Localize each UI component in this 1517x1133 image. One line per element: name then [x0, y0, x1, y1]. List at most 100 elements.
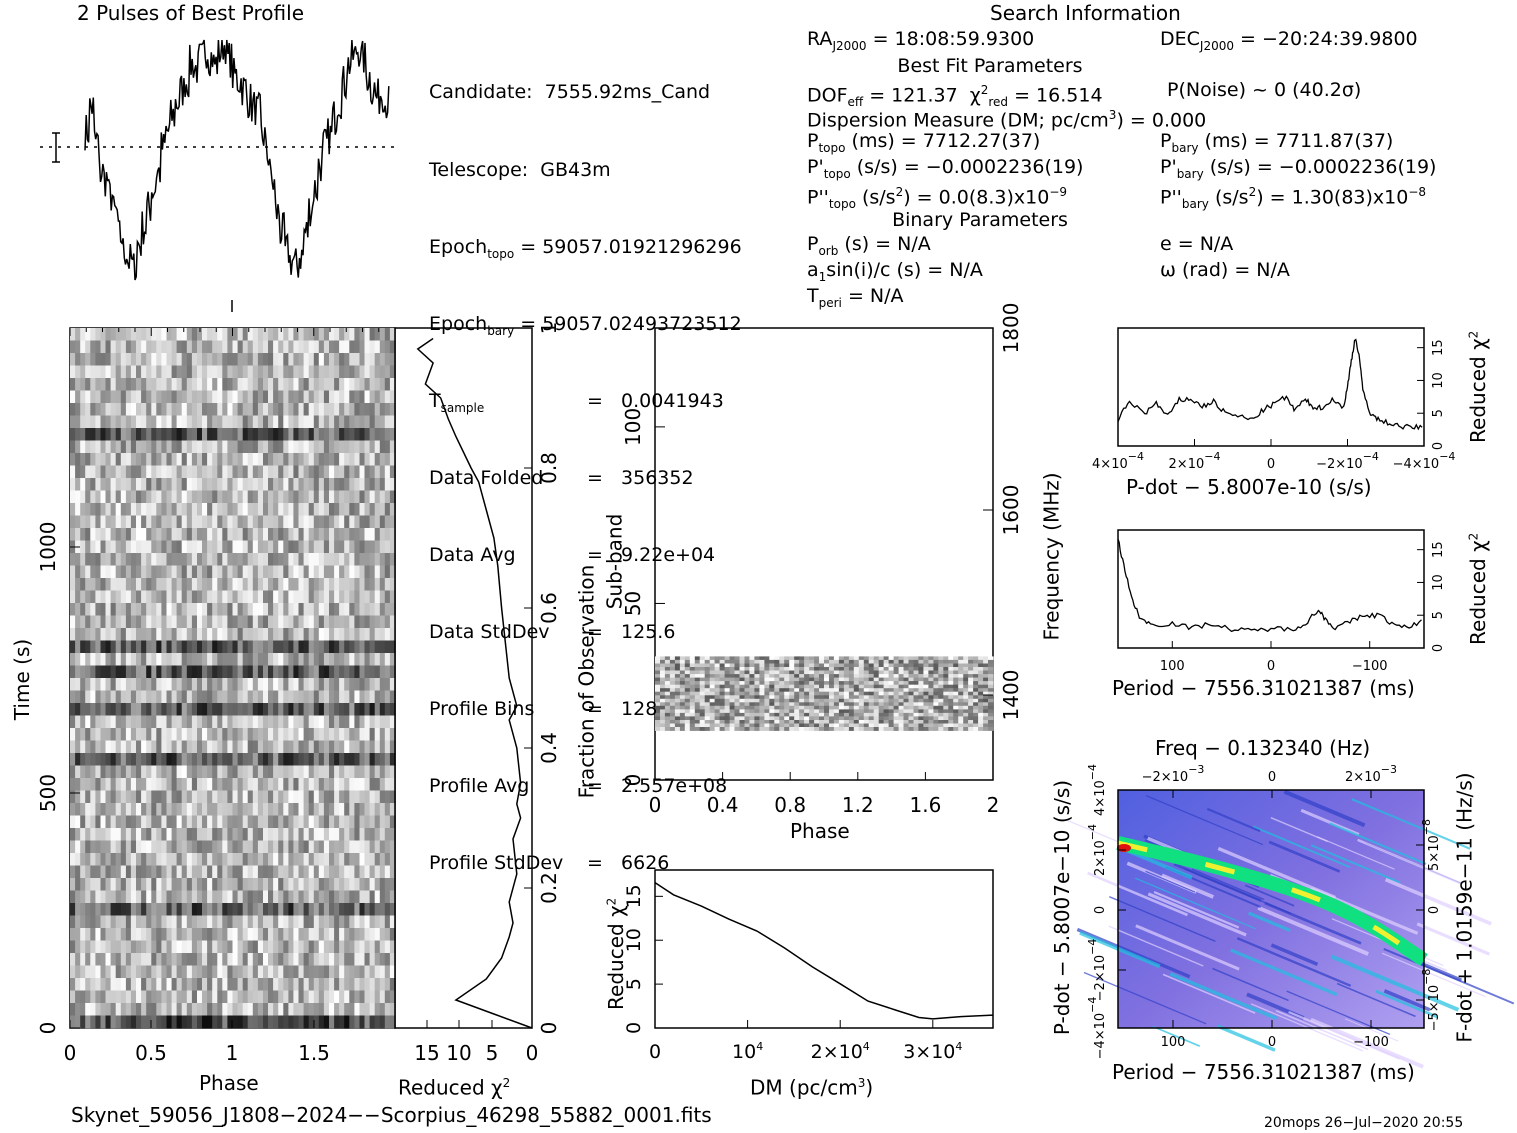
subband-cell: [694, 688, 701, 693]
subband-cell: [824, 656, 830, 661]
heatmap-cell: [70, 403, 76, 416]
heatmap-cell: [252, 340, 259, 354]
heatmap-cell: [247, 515, 254, 529]
heatmap-cell: [354, 690, 361, 704]
heatmap-cell: [100, 503, 107, 516]
heatmap-cell: [344, 628, 350, 641]
heatmap-cell: [364, 828, 371, 841]
heatmap-cell: [359, 328, 366, 341]
subband-cell: [943, 667, 949, 671]
heatmap-cell: [293, 915, 300, 929]
heatmap-cell: [339, 940, 345, 954]
heatmap-cell: [217, 453, 223, 466]
subband-cell: [744, 691, 750, 696]
subband-cell: [669, 670, 676, 675]
heatmap-cell: [130, 528, 137, 541]
heatmap-cell: [130, 665, 137, 679]
heatmap-cell: [151, 478, 157, 491]
heatmap-cell: [308, 740, 315, 754]
subband-cell: [754, 723, 760, 728]
heatmap-cell: [227, 853, 234, 866]
heatmap-cell: [344, 953, 350, 966]
subband-cell: [709, 702, 716, 707]
heatmap-cell: [344, 840, 350, 854]
subband-cell: [719, 695, 726, 700]
subband-cell: [843, 677, 850, 682]
heatmap-cell: [303, 653, 310, 666]
subband-cell: [794, 674, 800, 678]
heatmap-cell: [389, 528, 396, 541]
subband-cell: [794, 667, 800, 671]
subband-cell: [664, 656, 671, 661]
heatmap-cell: [217, 340, 223, 354]
heatmap-cell: [120, 540, 127, 554]
heatmap-cell: [263, 653, 269, 666]
heatmap-cell: [80, 615, 86, 629]
heatmap-cell: [389, 353, 396, 366]
heatmap-cell: [242, 765, 249, 779]
heatmap-cell: [85, 728, 91, 741]
subband-cell: [744, 667, 750, 671]
heatmap-cell: [80, 928, 86, 941]
heatmap-cell: [349, 778, 355, 791]
heatmap-cell: [273, 553, 279, 566]
heatmap-cell: [384, 465, 391, 479]
heatmap-cell: [120, 453, 127, 466]
heatmap-cell: [298, 990, 305, 1004]
subband-cell: [973, 720, 979, 724]
heatmap-cell: [288, 415, 295, 429]
heatmap-cell: [268, 990, 274, 1004]
subband-cell: [684, 659, 691, 664]
subband-cell: [689, 656, 696, 661]
heatmap-cell: [283, 990, 289, 1004]
heatmap-cell: [85, 428, 91, 441]
subband-cell: [958, 688, 964, 693]
heatmap-cell: [186, 378, 193, 391]
subband-cell: [699, 695, 706, 700]
heatmap-cell: [379, 478, 386, 491]
heatmap-cell: [369, 765, 376, 779]
heatmap-cell: [186, 465, 193, 479]
subband-cell: [888, 712, 895, 717]
heatmap-cell: [120, 840, 127, 854]
heatmap-cell: [237, 453, 244, 466]
heatmap-cell: [125, 465, 132, 479]
heatmap-cell: [186, 628, 193, 641]
subband-cell: [829, 709, 835, 714]
heatmap-cell: [283, 440, 289, 454]
heatmap-cell: [222, 840, 228, 854]
heatmap-cell: [334, 1015, 340, 1029]
subband-cell: [953, 698, 959, 703]
subband-cell: [799, 670, 805, 675]
heatmap-cell: [207, 353, 213, 366]
heatmap-cell: [212, 340, 218, 354]
subband-cell: [749, 667, 755, 671]
heatmap-cell: [288, 965, 295, 979]
heatmap-cell: [212, 803, 218, 816]
heatmap-cell: [217, 590, 223, 604]
subband-cell: [898, 691, 905, 696]
heatmap-cell: [293, 953, 300, 966]
heatmap-cell: [283, 903, 289, 916]
heatmap-cell: [232, 853, 239, 866]
heatmap-cell: [283, 878, 289, 891]
subband-cell: [754, 716, 760, 721]
subband-cell: [794, 691, 800, 696]
heatmap-cell: [85, 703, 91, 716]
heatmap-cell: [308, 828, 315, 841]
heatmap-cell: [298, 628, 305, 641]
heatmap-cell: [293, 565, 300, 579]
heatmap-cell: [354, 965, 361, 979]
subband-cell: [933, 656, 939, 661]
subband-cell: [774, 698, 780, 703]
heatmap-cell: [217, 740, 223, 754]
heatmap-cell: [105, 903, 112, 916]
heatmap-cell: [80, 1003, 86, 1016]
heatmap-cell: [105, 378, 112, 391]
heatmap-cell: [181, 340, 188, 354]
subband-cell: [789, 695, 795, 700]
heatmap-cell: [369, 828, 376, 841]
heatmap-cell: [273, 615, 279, 629]
subband-cell: [948, 712, 954, 717]
heatmap-cell: [136, 353, 142, 366]
